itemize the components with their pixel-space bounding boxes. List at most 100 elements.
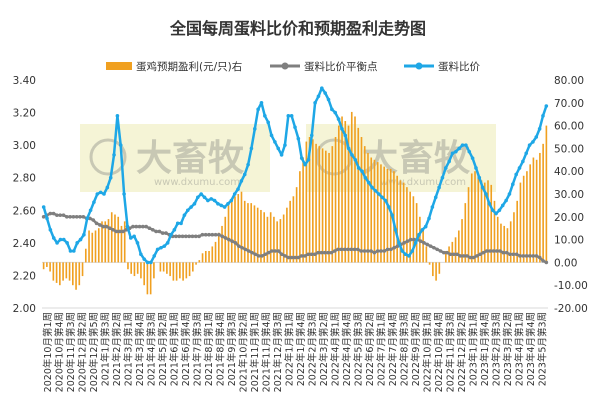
ratio-point (413, 241, 418, 245)
ratio-point (199, 192, 203, 196)
brand-logo-icon (89, 138, 127, 176)
balance-point (541, 258, 545, 263)
balance-point (356, 247, 360, 252)
balance-point (91, 218, 96, 222)
legend-swatch-profit (106, 62, 132, 70)
profit-bar (509, 221, 512, 263)
balance-point (246, 249, 251, 253)
ratio-point (417, 232, 421, 237)
profit-bar (312, 139, 314, 263)
x-tick-label: 2021年5月第2周 (157, 312, 169, 386)
ratio-point (380, 195, 384, 200)
profit-bar (256, 207, 259, 263)
balance-point (203, 232, 208, 237)
ratio-point (360, 169, 364, 173)
x-tick-label: 2022年4月第1周 (329, 312, 341, 386)
profit-bar (182, 262, 184, 281)
profit-bar (140, 262, 142, 279)
profit-bar (370, 157, 373, 263)
profit-bar (318, 146, 321, 263)
balance-point (68, 215, 72, 219)
balance-point (422, 241, 426, 245)
balance-point (107, 226, 112, 230)
x-tick-label: 2021年12月第3周 (272, 312, 284, 392)
profit-bar (169, 262, 171, 277)
ratio-point (511, 182, 515, 187)
profit-bar (195, 262, 197, 265)
balance-point (289, 255, 294, 260)
ratio-point (303, 162, 307, 167)
profit-bar (198, 260, 201, 263)
balance-point (213, 232, 218, 237)
right-tick-label: 70.00 (554, 98, 584, 110)
ratio-point (155, 247, 160, 252)
ratio-point (464, 143, 468, 147)
left-axis: 2.00 2.20 2.40 2.60 2.80 3.00 3.20 3.40 (13, 75, 36, 315)
ratio-point (226, 201, 230, 206)
ratio-point (457, 146, 461, 151)
ratio-point (454, 149, 458, 154)
x-tick-label: 2022年4月第4周 (341, 312, 353, 386)
ratio-point (299, 156, 304, 160)
balance-point (428, 244, 433, 248)
balance-point (326, 250, 330, 255)
left-tick-label: 2.40 (13, 238, 36, 250)
profit-bar (519, 182, 522, 263)
balance-point (51, 211, 56, 216)
ratio-point (252, 127, 257, 131)
balance-point (309, 252, 314, 257)
x-tick-label: 2021年6月第4周 (180, 312, 192, 386)
balance-point (61, 213, 66, 217)
profit-bar (188, 262, 191, 277)
balance-point (531, 254, 535, 258)
balance-point (283, 254, 287, 258)
x-tick-label: 2022年1月第4周 (295, 312, 307, 386)
profit-bar (185, 262, 188, 279)
x-tick-label: 2022年5月第3周 (352, 312, 364, 386)
ratio-point (283, 143, 287, 147)
profit-bar (217, 232, 220, 263)
balance-point (193, 234, 198, 239)
ratio-point (534, 135, 539, 139)
balance-point (471, 255, 476, 260)
profit-bar (208, 251, 210, 263)
balance-point (365, 249, 370, 253)
balance-point (48, 211, 53, 216)
profit-bar (120, 225, 123, 263)
profit-bar (286, 207, 288, 263)
ratio-point (537, 127, 542, 131)
x-tick-label: 2023年3月第2周 (502, 312, 514, 386)
profit-bar (227, 205, 230, 263)
profit-bar (383, 166, 386, 263)
ratio-point (504, 198, 508, 203)
x-tick-label: 2022年7月第1周 (375, 312, 387, 386)
profit-bar (68, 262, 71, 281)
balance-point (442, 250, 446, 255)
profit-bar (386, 168, 389, 263)
ratio-point (72, 249, 76, 253)
balance-point (121, 229, 125, 234)
profit-bar (214, 241, 217, 263)
balance-point (157, 229, 162, 234)
balance-point (263, 252, 268, 257)
profit-bar (78, 262, 81, 286)
profit-bar (42, 262, 45, 270)
right-tick-label: 20.00 (554, 212, 584, 224)
profit-bar (55, 262, 58, 283)
ratio-point (487, 201, 492, 206)
profit-bar (438, 262, 441, 274)
profit-bar (516, 200, 518, 263)
balance-point (352, 247, 357, 252)
balance-point (177, 234, 182, 239)
ratio-point (494, 211, 498, 216)
balance-point (227, 237, 231, 242)
profit-bar (532, 157, 535, 263)
ratio-point (427, 216, 431, 221)
x-tick-label: 2023年4月第4周 (525, 312, 537, 386)
right-tick-label: 40.00 (554, 166, 584, 178)
ratio-point (249, 146, 254, 151)
x-tick-label: 2020年12月第2周 (76, 312, 88, 392)
left-tick-label: 2.80 (13, 173, 36, 185)
ratio-point (149, 260, 153, 265)
